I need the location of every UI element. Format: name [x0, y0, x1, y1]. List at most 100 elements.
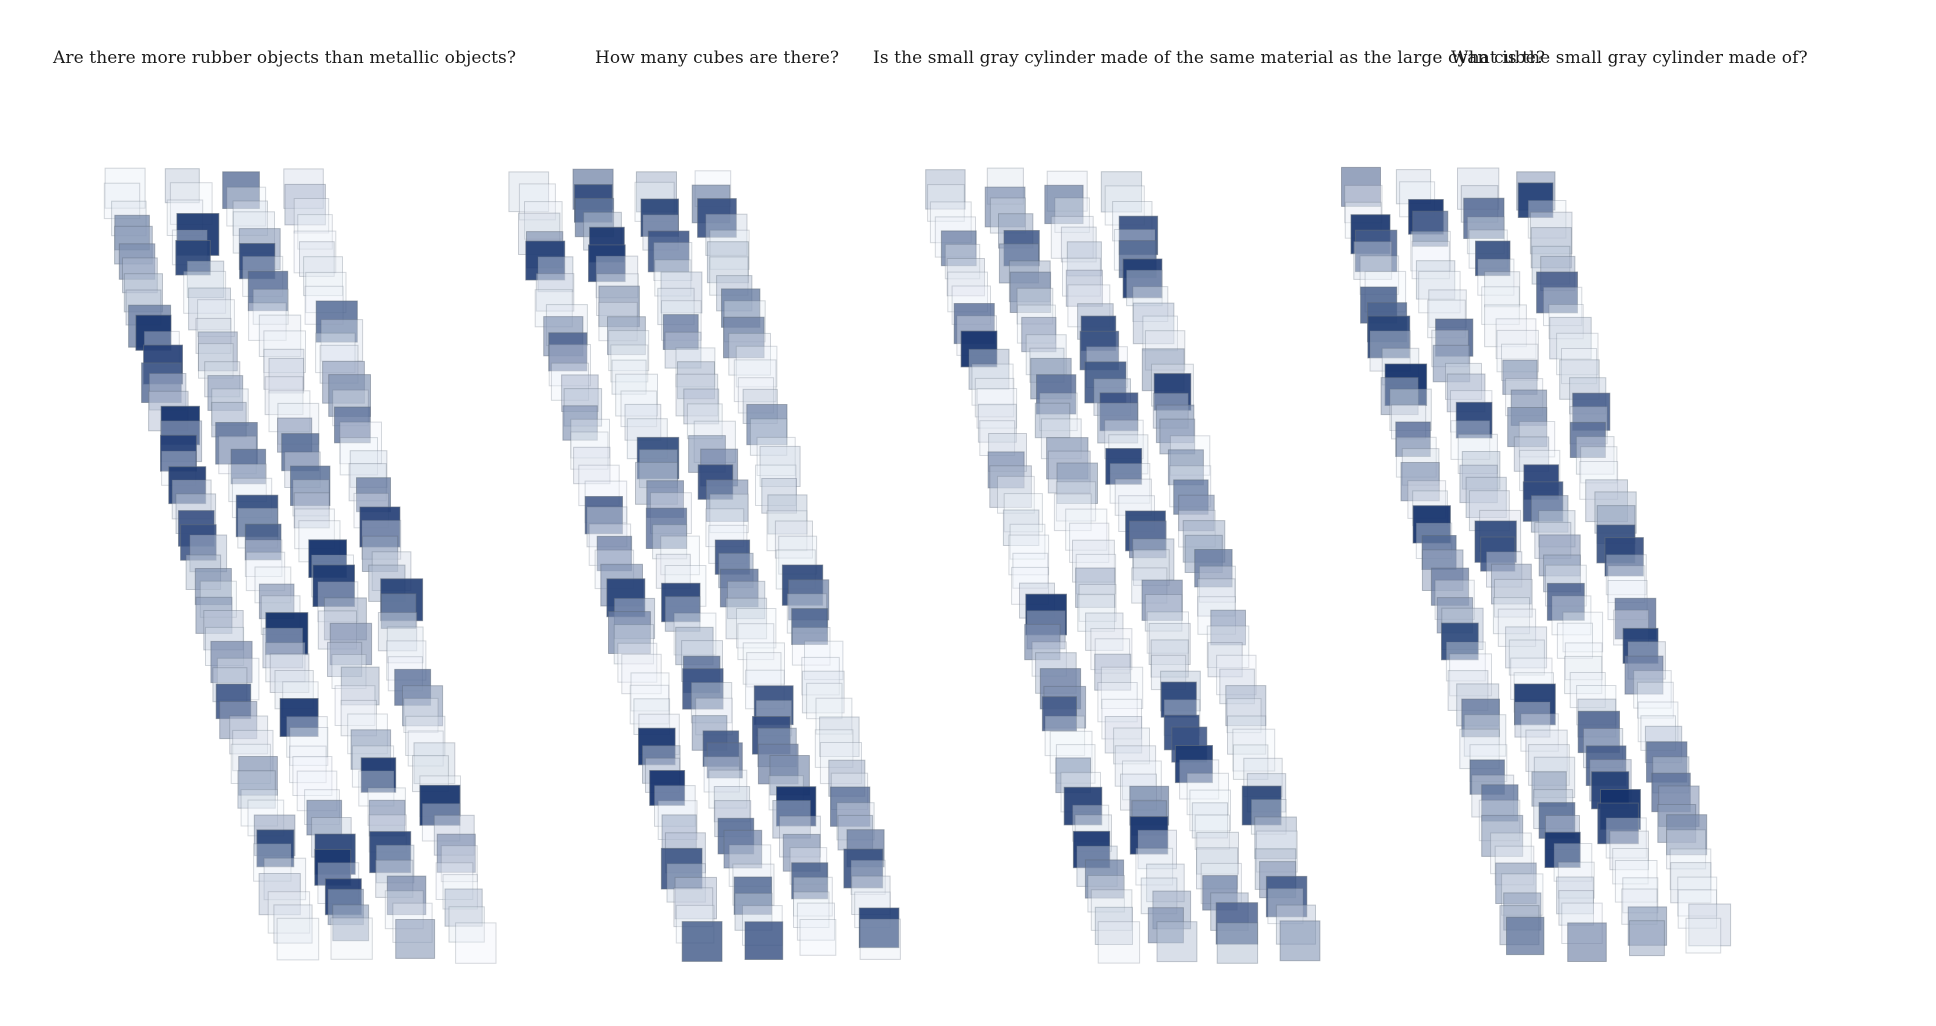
- attention-cell: [264, 376, 304, 416]
- attention-cell: [1633, 670, 1672, 709]
- attention-cell: [380, 593, 417, 629]
- attention-cell: [858, 907, 900, 949]
- attention-cell: [615, 373, 658, 417]
- attention-cell: [252, 288, 289, 325]
- attention-cell: [247, 270, 289, 312]
- attention-cell: [1207, 642, 1243, 678]
- attention-cell: [1078, 584, 1117, 622]
- attention-cell: [629, 684, 670, 725]
- attention-cell: [1455, 401, 1493, 439]
- question-4: What is the small gray cylinder made of?: [1451, 48, 1808, 68]
- attention-cell: [664, 596, 701, 632]
- question-3: Is the small gray cylinder made of the s…: [873, 48, 1546, 68]
- attention-cell: [440, 845, 478, 883]
- attention-cell: [1495, 318, 1537, 360]
- attention-panel-3: [918, 160, 1338, 990]
- attention-cell: [1085, 612, 1124, 651]
- attention-cell: [1562, 611, 1604, 653]
- attention-cell: [263, 348, 305, 390]
- attention-cell: [562, 405, 598, 441]
- attention-cell: [989, 465, 1032, 508]
- attention-cell: [1194, 549, 1233, 588]
- attention-cell: [1556, 332, 1599, 376]
- attention-cell: [709, 493, 749, 534]
- attention-cell: [1114, 478, 1152, 516]
- attention-cell: [662, 314, 699, 351]
- attention-cell: [1097, 921, 1141, 964]
- attention-cell: [1465, 476, 1507, 518]
- attention-cell: [573, 446, 611, 485]
- attention-cell: [256, 829, 295, 868]
- attention-cell: [1002, 509, 1040, 546]
- attention-cell: [1227, 715, 1267, 755]
- attention-cell: [244, 523, 282, 561]
- attention-cell: [1463, 714, 1507, 757]
- attention-cell: [977, 403, 1017, 443]
- attention-cell: [608, 330, 650, 372]
- attention-cell: [804, 640, 844, 681]
- attention-cell: [801, 670, 845, 714]
- attention-cell: [1477, 258, 1515, 296]
- attention-cell: [570, 431, 609, 470]
- attention-cell: [1167, 449, 1204, 486]
- attention-panel-4: [1330, 160, 1750, 990]
- attention-cell: [1604, 537, 1644, 577]
- attention-cell: [386, 875, 427, 916]
- attention-cell: [1546, 582, 1585, 621]
- attention-cell: [660, 271, 703, 314]
- attention-cell: [320, 319, 364, 362]
- attention-cell: [1104, 716, 1143, 754]
- attention-cell: [1126, 269, 1163, 307]
- attention-cell: [444, 888, 483, 927]
- attention-cell: [1077, 594, 1116, 632]
- attention-cell: [226, 186, 267, 227]
- attention-cell: [660, 535, 700, 576]
- attention-cell: [746, 652, 782, 688]
- attention-cell: [1055, 481, 1097, 522]
- attention-cell: [1629, 920, 1665, 957]
- attention-cell: [237, 770, 276, 809]
- attention-grid-4: [1341, 166, 1732, 963]
- attention-cell: [1548, 304, 1584, 340]
- attention-cell: [1100, 171, 1143, 213]
- attention-cell: [1677, 876, 1718, 917]
- attention-cell: [1605, 817, 1647, 859]
- attention-cell: [403, 697, 439, 734]
- attention-cell: [1021, 316, 1057, 353]
- attention-cell: [654, 259, 692, 297]
- attention-cell: [607, 316, 646, 356]
- attention-cell: [269, 653, 310, 693]
- attention-cell: [1445, 641, 1486, 682]
- attention-cell: [1508, 639, 1545, 676]
- attention-cell: [1418, 270, 1461, 314]
- attention-cell: [1132, 302, 1175, 345]
- attention-cell: [339, 421, 382, 465]
- attention-cell: [1226, 698, 1262, 734]
- attention-cell: [1558, 890, 1594, 926]
- attention-cell: [258, 873, 301, 916]
- attention-cell: [386, 626, 424, 664]
- attention-cell: [160, 434, 197, 472]
- attention-cell: [1525, 729, 1568, 772]
- attention-cell: [334, 685, 376, 727]
- attention-cell: [186, 260, 225, 298]
- attention-cell: [1137, 829, 1177, 870]
- attention-cell: [413, 742, 456, 785]
- attention-cell: [624, 403, 662, 441]
- attention-cell: [1395, 421, 1431, 457]
- attention-cell: [537, 256, 574, 293]
- attention-cell: [360, 757, 397, 793]
- attention-cell: [219, 701, 258, 740]
- attention-cell: [1150, 639, 1189, 678]
- attention-cell: [1497, 608, 1537, 647]
- attention-cell: [1411, 240, 1450, 280]
- attention-cell: [793, 891, 830, 928]
- attention-cell: [774, 520, 813, 559]
- attention-cell: [1597, 802, 1639, 845]
- attention-cell: [258, 314, 302, 358]
- attention-cell: [801, 656, 840, 696]
- attention-cell: [1688, 903, 1732, 947]
- attention-cell: [723, 316, 765, 359]
- attention-cell: [652, 524, 688, 560]
- attention-cell: [621, 653, 662, 695]
